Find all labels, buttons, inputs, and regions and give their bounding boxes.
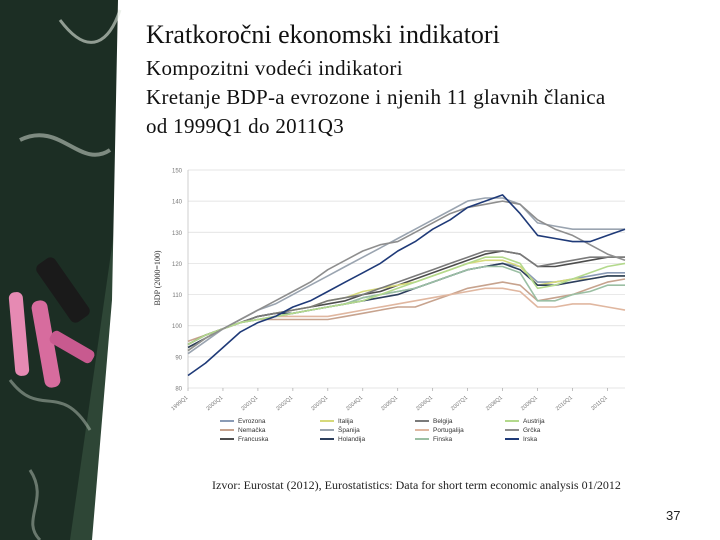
x-tick-label: 2009Q1 xyxy=(520,395,539,412)
x-tick-label: 2005Q1 xyxy=(380,395,399,412)
legend-label: Belgija xyxy=(433,418,453,425)
series-line-4 xyxy=(187,197,625,355)
slide-subtitle-3: od 1999Q1 do 2011Q3 xyxy=(146,114,345,138)
y-tick-label: 80 xyxy=(175,387,182,393)
slide-title: Kratkoročni ekonomski indikatori xyxy=(146,20,500,49)
source-note: Izvor: Eurostat (2012), Eurostatistics: … xyxy=(212,478,621,492)
y-tick-label: 100 xyxy=(172,324,183,330)
series-line-11 xyxy=(187,194,626,377)
series-line-9 xyxy=(187,256,626,346)
series-line-3 xyxy=(187,259,625,349)
x-tick-label: 2010Q1 xyxy=(555,395,574,412)
series-line-10 xyxy=(187,200,626,352)
x-tick-labels: 1999Q1 2000Q1 2001Q1 2002Q1 2003Q1 2004Q1 2005… xyxy=(170,388,609,412)
legend-label: Španija xyxy=(338,425,360,434)
pink-chalk xyxy=(31,300,61,388)
series-line-0 xyxy=(187,262,625,346)
legend-label: Irska xyxy=(523,436,537,443)
y-tick-labels: 80 90 100 110 120 130 140 150 xyxy=(172,169,183,393)
legend-label: Austrija xyxy=(523,418,545,425)
slide-subtitle-1: Kompozitni vodeći indikatori xyxy=(146,56,403,80)
legend-label: Francuska xyxy=(238,436,269,443)
y-tick-label: 140 xyxy=(172,200,183,206)
x-tick-label: 2011Q1 xyxy=(590,395,609,412)
x-tick-label: 2001Q1 xyxy=(240,395,259,412)
x-tick-label: 2003Q1 xyxy=(310,395,329,412)
legend-label: Italija xyxy=(338,418,354,425)
gdp-line-chart: 80 90 100 110 120 130 140 150 1999Q1 2000Q1 2001Q… xyxy=(153,169,626,443)
legend-label: Grčka xyxy=(523,427,541,434)
slide-number: 37 xyxy=(666,508,681,523)
x-tick-label: 2002Q1 xyxy=(275,395,294,412)
y-tick-label: 110 xyxy=(172,293,182,299)
y-tick-label: 90 xyxy=(175,355,182,361)
legend-label: Portugalija xyxy=(433,427,464,434)
x-tick-label: 1999Q1 xyxy=(170,395,189,412)
x-tick-label: 2004Q1 xyxy=(345,395,364,412)
x-tick-label: 2006Q1 xyxy=(415,395,434,412)
y-tick-label: 120 xyxy=(172,262,183,268)
y-axis-label: BDP (2000=100) xyxy=(153,250,162,305)
series-line-6 xyxy=(187,250,625,346)
slide-subtitle-2: Kretanje BDP-a evrozone i njenih 11 glav… xyxy=(146,85,606,109)
x-tick-label: 2000Q1 xyxy=(205,395,224,412)
legend-label: Nemačka xyxy=(238,427,266,434)
legend-label: Evrozona xyxy=(238,418,266,425)
series-line-1 xyxy=(187,278,626,343)
x-tick-label: 2008Q1 xyxy=(485,395,504,412)
chalkboard-decoration xyxy=(0,0,140,540)
y-tick-label: 130 xyxy=(172,231,183,237)
legend-label: Finska xyxy=(433,436,453,443)
legend-label: Holandija xyxy=(338,436,365,443)
y-tick-label: 150 xyxy=(172,169,183,175)
chart-series-group xyxy=(187,194,626,377)
x-tick-label: 2007Q1 xyxy=(450,395,469,412)
